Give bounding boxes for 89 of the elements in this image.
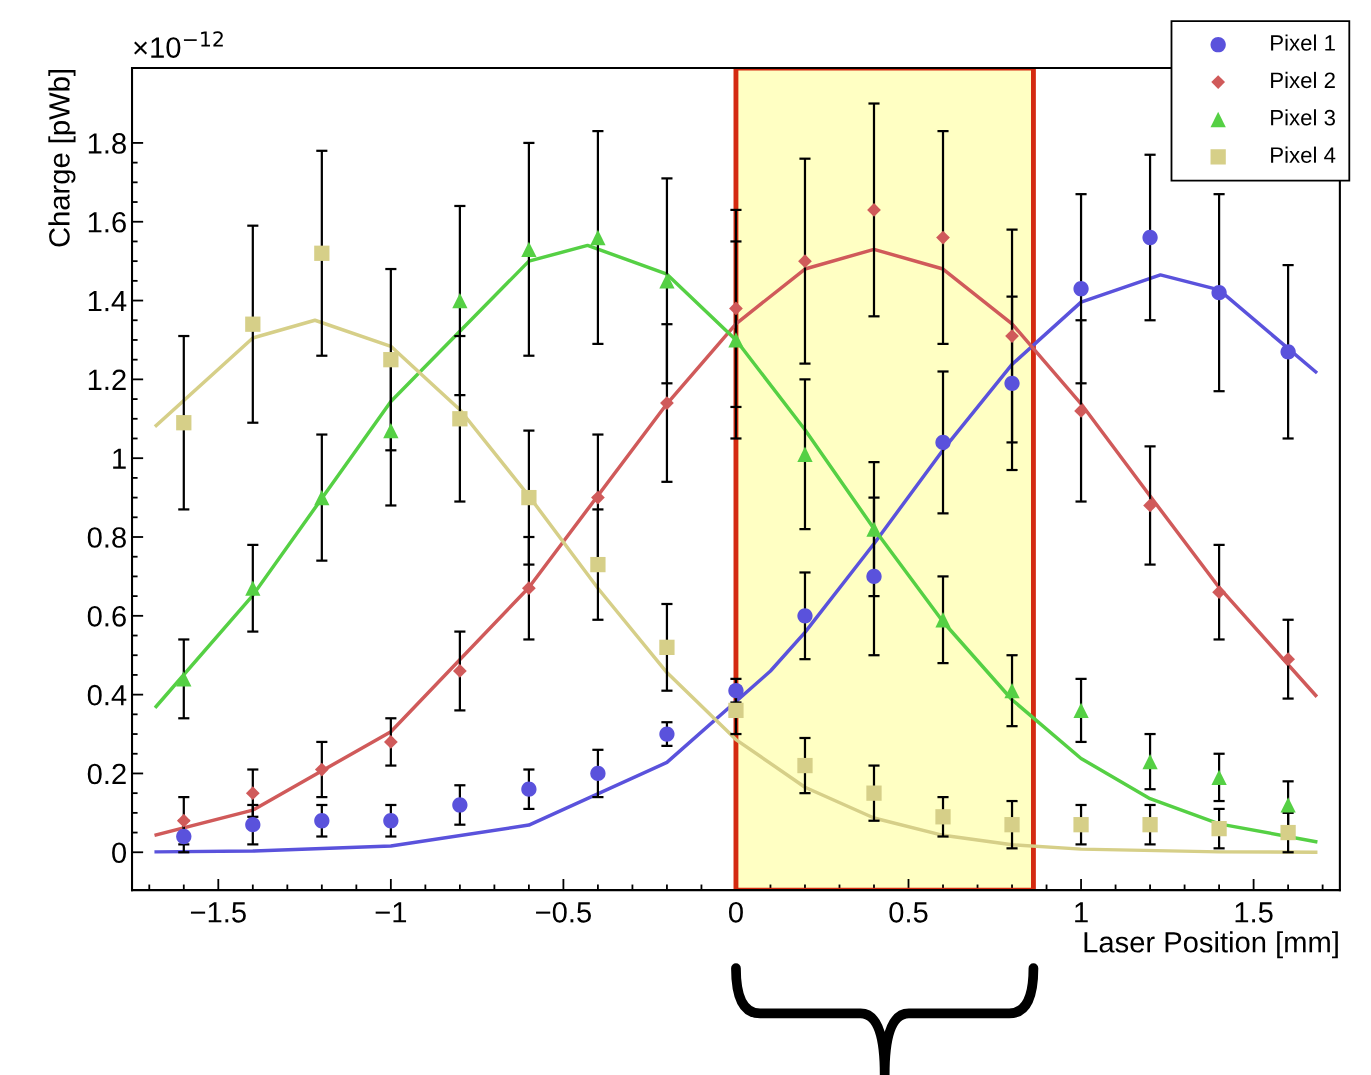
point (314, 813, 330, 829)
point (383, 422, 399, 439)
point (522, 581, 536, 596)
x-tick-label: −0.5 (536, 901, 591, 923)
point (590, 765, 606, 782)
y-tick-label: 0.4 (87, 684, 127, 706)
point (453, 664, 467, 678)
point (452, 411, 468, 427)
y-tick-label: 1 (113, 448, 126, 469)
y-tick-label: 0.6 (87, 606, 126, 627)
point (591, 490, 605, 505)
point (1142, 229, 1158, 246)
point (935, 434, 951, 451)
legend-label: Pixel 3 (1271, 109, 1335, 126)
point (935, 809, 951, 825)
point (1142, 753, 1158, 770)
point (797, 446, 813, 462)
x-axis-title: Laser Position [mm] (1084, 931, 1338, 959)
point (797, 757, 813, 774)
legend-label: Pixel 4 (1271, 146, 1336, 163)
x-tick-label: 0.5 (889, 901, 928, 923)
point (659, 726, 675, 742)
point (659, 273, 675, 289)
point (1211, 769, 1227, 786)
y-tick-label: 1.4 (88, 291, 127, 312)
point (245, 817, 261, 833)
y-tick-label: 1.2 (88, 369, 126, 390)
point (383, 352, 399, 368)
point (176, 671, 192, 687)
point (1280, 344, 1296, 360)
point (728, 683, 744, 699)
point (728, 332, 744, 348)
point (176, 813, 191, 828)
point (590, 556, 606, 573)
point (383, 813, 399, 829)
point (1143, 498, 1157, 513)
y-axis-title: Charge [pWb] (48, 70, 76, 247)
point (521, 489, 537, 506)
point (729, 301, 743, 316)
x-tick-label: −1 (375, 902, 407, 923)
y-tick-label: 0 (112, 842, 127, 864)
point (383, 735, 398, 749)
point (1280, 797, 1296, 813)
point (1280, 824, 1296, 841)
point (245, 316, 261, 332)
point (1281, 652, 1295, 667)
point (245, 786, 260, 801)
point (314, 245, 330, 261)
point (728, 702, 744, 719)
legend-label: Pixel 2 (1271, 71, 1335, 89)
x-tick-label: 0 (728, 901, 743, 923)
point (936, 230, 950, 245)
point (1211, 285, 1227, 301)
point (797, 608, 813, 624)
point (314, 762, 329, 777)
point (866, 568, 882, 585)
point (521, 241, 537, 257)
x-tick-label: −1.5 (190, 902, 246, 923)
point (176, 828, 192, 845)
y-tick-label: 0.2 (87, 763, 126, 785)
point (659, 639, 675, 655)
point (314, 489, 330, 506)
y-tick-label: 1.8 (88, 133, 126, 154)
point (1004, 817, 1020, 833)
point (590, 229, 606, 246)
point (798, 254, 812, 269)
point (1004, 683, 1020, 699)
text: ×10$^{−12}$ (134, 31, 223, 58)
point (1073, 702, 1089, 719)
legend-label: Pixel 1 (1271, 34, 1335, 51)
point (1211, 820, 1227, 837)
point (452, 797, 468, 813)
point (452, 292, 468, 309)
y-tick-label: 0.8 (87, 527, 126, 548)
point (1004, 375, 1020, 391)
point (245, 580, 261, 596)
point (1073, 817, 1089, 833)
point (866, 521, 882, 537)
x-tick-label: 1 (1075, 902, 1088, 923)
point (1073, 281, 1089, 297)
point (1212, 585, 1226, 600)
x-tick-label: 1.5 (1235, 902, 1273, 923)
point (1074, 404, 1088, 418)
point (521, 781, 537, 797)
point (176, 415, 192, 431)
point (935, 612, 951, 628)
y-tick-label: 1.6 (88, 211, 126, 233)
point (866, 785, 882, 801)
point (1142, 817, 1158, 833)
